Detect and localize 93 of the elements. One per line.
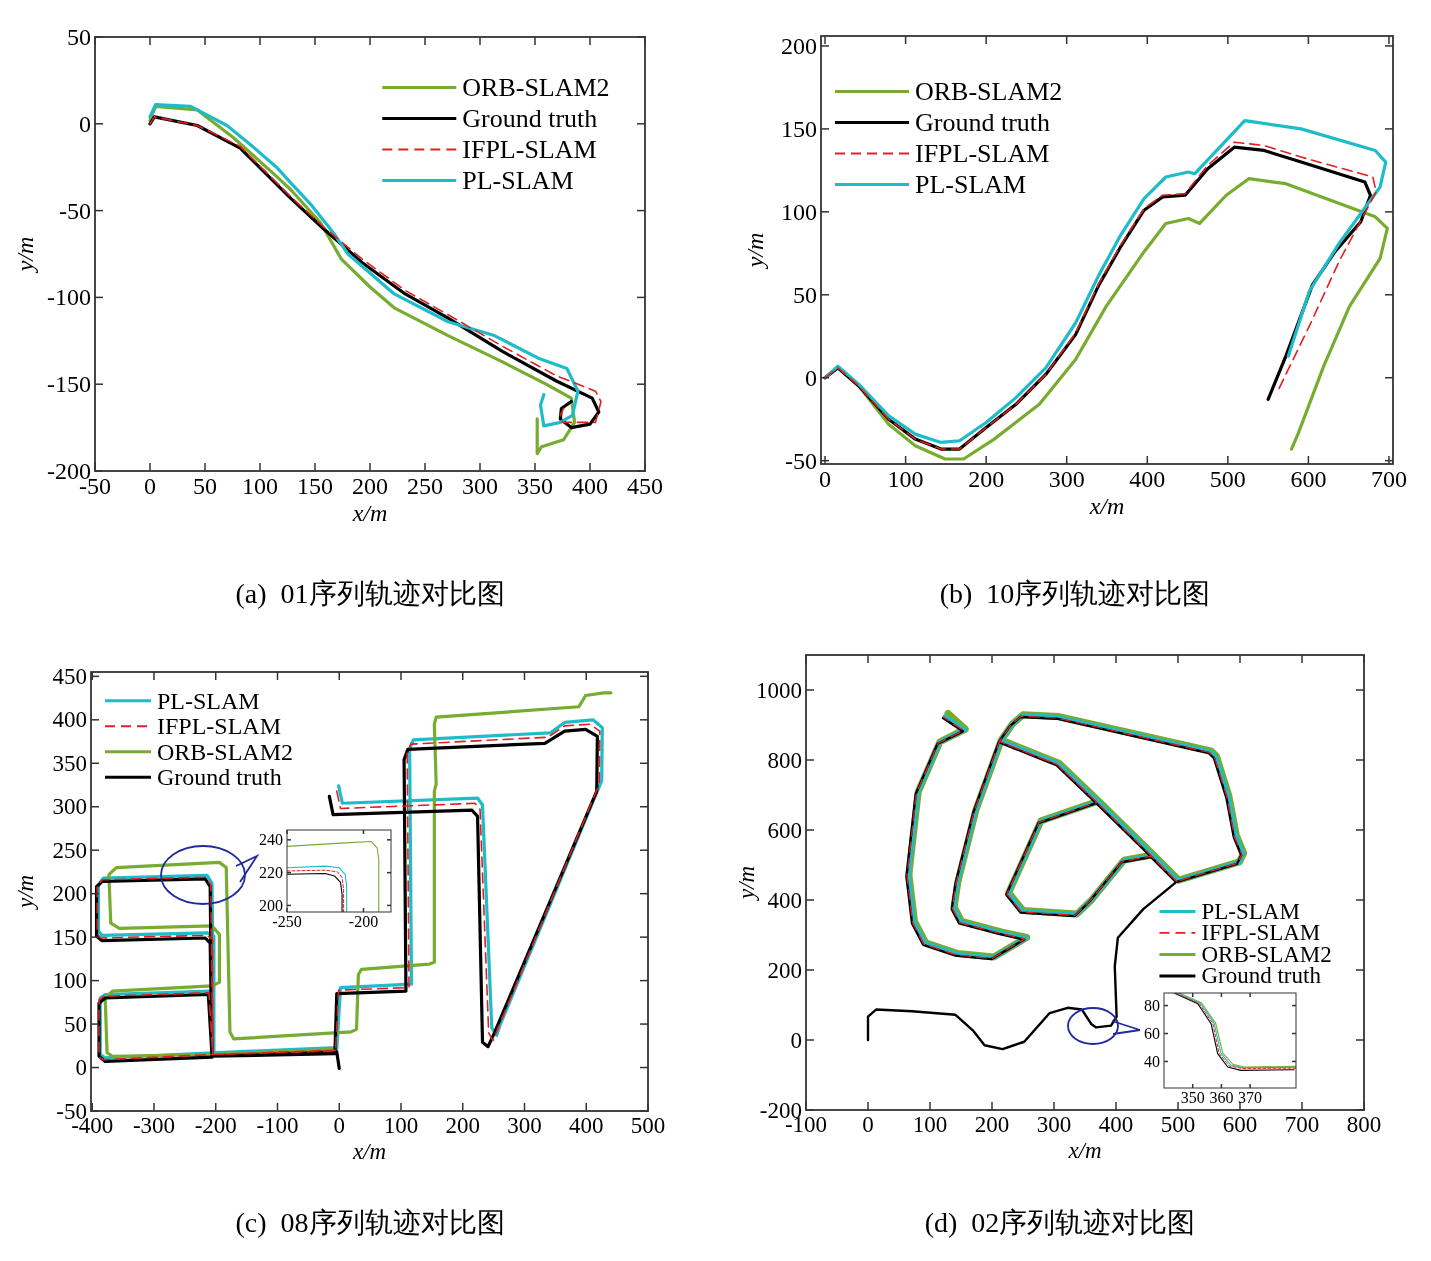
y-tick-label: 600 — [767, 817, 802, 843]
legend-label: IFPL-SLAM — [157, 713, 282, 740]
x-tick-label: 600 — [1222, 1111, 1258, 1137]
text: (b) 10序列轨迹对比图 — [939, 577, 1211, 609]
x-tick-label: 200 — [968, 465, 1005, 492]
y-tick-label: 250 — [52, 837, 87, 863]
legend-label: ORB-SLAM2 — [157, 738, 294, 765]
x-tick-label: 350 — [517, 472, 553, 499]
y-tick-label: 80 — [1144, 997, 1160, 1015]
y-axis-title: y/m — [13, 874, 38, 911]
legend-label: PL-SLAM — [462, 166, 574, 195]
line-series — [287, 840, 380, 912]
y-tick-label: 400 — [767, 887, 802, 913]
y-tick-label: 220 — [259, 864, 283, 882]
y-tick-label: 200 — [781, 32, 817, 59]
x-tick-label: -200 — [194, 1112, 237, 1138]
x-tick-label: 700 — [1370, 465, 1407, 492]
y-tick-label: 50 — [64, 1011, 87, 1037]
y-tick-label: 240 — [259, 831, 283, 849]
x-axis-title: x/m — [351, 1139, 387, 1165]
y-tick-label: 60 — [1144, 1025, 1160, 1043]
x-tick-label: 100 — [887, 465, 924, 492]
y-tick-label: 0 — [790, 1027, 802, 1053]
x-tick-label: 600 — [1290, 465, 1327, 492]
legend-label: PL-SLAM — [157, 687, 260, 714]
legend-label: ORB-SLAM2 — [462, 73, 610, 102]
y-axis-title: y/m — [734, 865, 759, 902]
y-tick-label: 450 — [52, 663, 87, 689]
y-tick-label: 0 — [75, 1055, 87, 1081]
y-tick-label: 100 — [52, 968, 87, 994]
x-tick-label: 400 — [569, 1112, 604, 1138]
legend-label: IFPL-SLAM — [915, 139, 1050, 168]
x-tick-label: 300 — [462, 472, 498, 499]
text: (a) 01序列轨迹对比图 — [235, 577, 505, 609]
x-tick-label: 0 — [333, 1112, 345, 1138]
y-tick-label: 0 — [805, 364, 817, 391]
x-tick-label: 50 — [193, 472, 217, 499]
y-axis-title: y/m — [12, 236, 38, 274]
x-tick-label: 0 — [862, 1111, 874, 1137]
x-tick-label: 360 — [1209, 1089, 1234, 1107]
x-tick-label: 300 — [1048, 465, 1085, 492]
y-tick-label: 400 — [52, 707, 87, 733]
y-tick-label: 150 — [781, 115, 817, 142]
legend-label: Ground truth — [462, 104, 598, 133]
legend-label: Ground truth — [157, 764, 282, 791]
x-axis-title: x/m — [1088, 493, 1125, 520]
legend-label: Ground truth — [915, 108, 1051, 137]
y-tick-label: -150 — [47, 371, 91, 398]
x-tick-label: 700 — [1284, 1111, 1320, 1137]
x-tick-label: 100 — [912, 1111, 948, 1137]
y-tick-label: -100 — [47, 284, 91, 311]
x-tick-label: 350 — [1180, 1089, 1205, 1107]
x-tick-label: 200 — [352, 472, 388, 499]
x-tick-label: -300 — [132, 1112, 176, 1138]
y-tick-label: 200 — [52, 881, 87, 907]
x-tick-label: 250 — [407, 472, 443, 499]
legend-label: IFPL-SLAM — [462, 135, 597, 164]
x-tick-label: -250 — [272, 913, 302, 931]
y-tick-label: 200 — [259, 896, 283, 914]
legend-label: PL-SLAM — [915, 170, 1027, 199]
x-tick-label: 100 — [383, 1112, 419, 1138]
x-tick-label: 500 — [1209, 465, 1246, 492]
x-tick-label: 500 — [1160, 1111, 1196, 1137]
x-tick-label: 300 — [507, 1112, 542, 1138]
y-tick-label: 40 — [1144, 1052, 1160, 1070]
y-tick-label: 0 — [79, 110, 91, 137]
x-axis-title: x/m — [1067, 1138, 1102, 1164]
y-tick-label: 100 — [781, 198, 817, 225]
y-tick-label: 300 — [52, 794, 87, 820]
x-tick-label: 300 — [1036, 1111, 1072, 1137]
x-tick-label: 450 — [627, 472, 663, 499]
x-tick-label: 370 — [1238, 1089, 1263, 1107]
x-tick-label: 800 — [1346, 1111, 1382, 1137]
x-tick-label: 400 — [572, 472, 608, 499]
y-tick-label: 1000 — [756, 677, 802, 703]
x-tick-label: 200 — [445, 1112, 480, 1138]
legend-label: ORB-SLAM2 — [915, 77, 1063, 106]
y-tick-label: 200 — [767, 957, 802, 983]
y-tick-label: 50 — [67, 24, 91, 50]
x-tick-label: 200 — [974, 1111, 1010, 1137]
x-tick-label: 500 — [630, 1112, 666, 1138]
x-tick-label: 400 — [1098, 1111, 1134, 1137]
y-tick-label: 800 — [767, 747, 802, 773]
y-axis-title: y/m — [742, 232, 768, 270]
x-tick-label: 0 — [144, 472, 156, 499]
x-axis-title: x/m — [351, 500, 388, 527]
y-tick-label: 350 — [52, 750, 87, 776]
y-tick-label: 50 — [793, 281, 817, 308]
text: (c) 08序列轨迹对比图 — [235, 1206, 505, 1238]
x-tick-label: 150 — [297, 472, 333, 499]
text: (d) 02序列轨迹对比图 — [924, 1206, 1196, 1238]
y-tick-label: -50 — [785, 447, 817, 474]
y-tick-label: -50 — [59, 197, 91, 224]
